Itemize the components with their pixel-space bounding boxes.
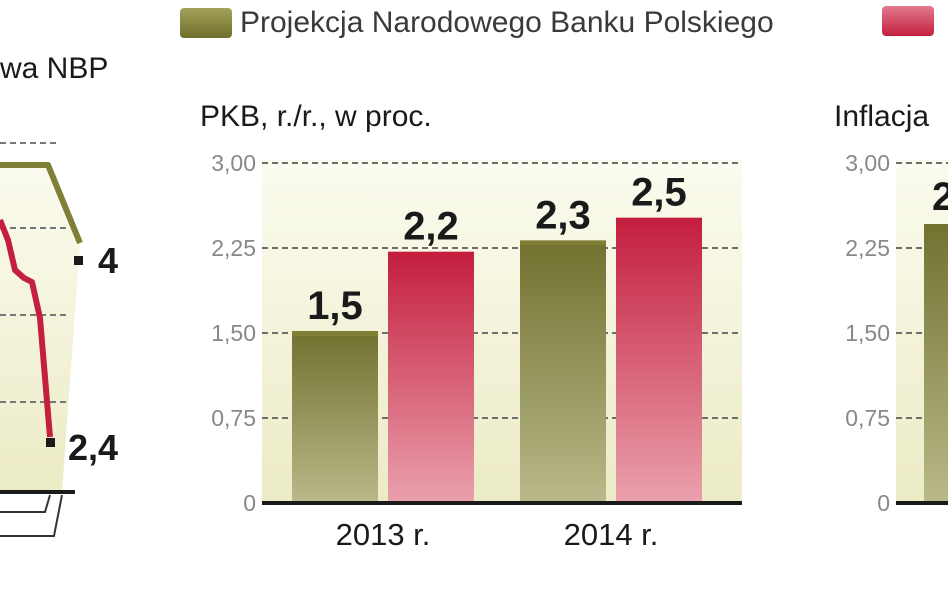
inflation-y-tick-label: 2,25 — [845, 235, 890, 261]
gdp-bar — [616, 219, 702, 503]
gdp-bar-top — [520, 240, 606, 246]
inflation-y-tick-label: 3,00 — [845, 150, 890, 176]
gdp-bar — [520, 242, 606, 504]
left-bracket — [0, 494, 63, 537]
gdp-data-label: 2,2 — [403, 205, 459, 249]
gdp-chart-title: PKB, r./r., w proc. — [200, 100, 432, 133]
legend-item-second — [882, 6, 942, 36]
inflation-y-tick-label: 1,50 — [845, 320, 890, 346]
gdp-data-label: 2,3 — [535, 193, 591, 237]
left-series-olive — [0, 162, 83, 245]
inflation-bar-chart: 0 0,75 1,50 2,25 3,00 2 — [845, 150, 948, 516]
gdp-bar-top — [388, 251, 474, 257]
gdp-data-label: 1,5 — [307, 284, 363, 328]
left-chart-title: wa NBP — [0, 52, 109, 85]
left-end-marker-olive — [74, 256, 83, 265]
gdp-y-tick-label: 2,25 — [211, 235, 256, 261]
left-end-label-red: 2,4 — [68, 427, 118, 468]
inflation-bar-partial — [924, 224, 948, 503]
left-series-red — [0, 218, 53, 438]
gdp-y-tick-label: 3,00 — [211, 150, 256, 176]
inflation-data-label-partial: 2 — [932, 175, 948, 219]
left-bracket — [0, 494, 51, 513]
gdp-y-tick-label: 0,75 — [211, 405, 256, 431]
legend-swatch-nbp — [180, 8, 232, 38]
left-end-label-olive: 4 — [98, 240, 118, 281]
legend-item-nbp: Projekcja Narodowego Banku Polskiego — [180, 6, 774, 40]
gdp-data-label: 2,5 — [631, 171, 687, 215]
gdp-y-tick-label: 0 — [243, 490, 256, 516]
legend-swatch-second — [882, 6, 934, 36]
inflation-y-tick-label: 0 — [877, 490, 890, 516]
gdp-y-tick-label: 1,50 — [211, 320, 256, 346]
gdp-bar-chart: 0 0,75 1,50 2,25 3,00 1,5 2,2 2013 r. 2,3 2,5 201… — [211, 150, 742, 552]
gdp-bar — [292, 333, 378, 503]
gdp-bar — [388, 253, 474, 503]
gdp-bar-top — [616, 217, 702, 223]
inflation-y-tick-label: 0,75 — [845, 405, 890, 431]
gdp-category-label: 2014 r. — [564, 517, 659, 552]
inflation-chart-title: Inflacja — [834, 100, 930, 133]
gdp-bar-top — [292, 331, 378, 336]
left-line-chart: 4 2,4 — [0, 142, 118, 537]
gdp-category-label: 2013 r. — [336, 517, 431, 552]
legend-label-nbp: Projekcja Narodowego Banku Polskiego — [240, 6, 774, 39]
left-end-marker-red — [46, 438, 55, 447]
